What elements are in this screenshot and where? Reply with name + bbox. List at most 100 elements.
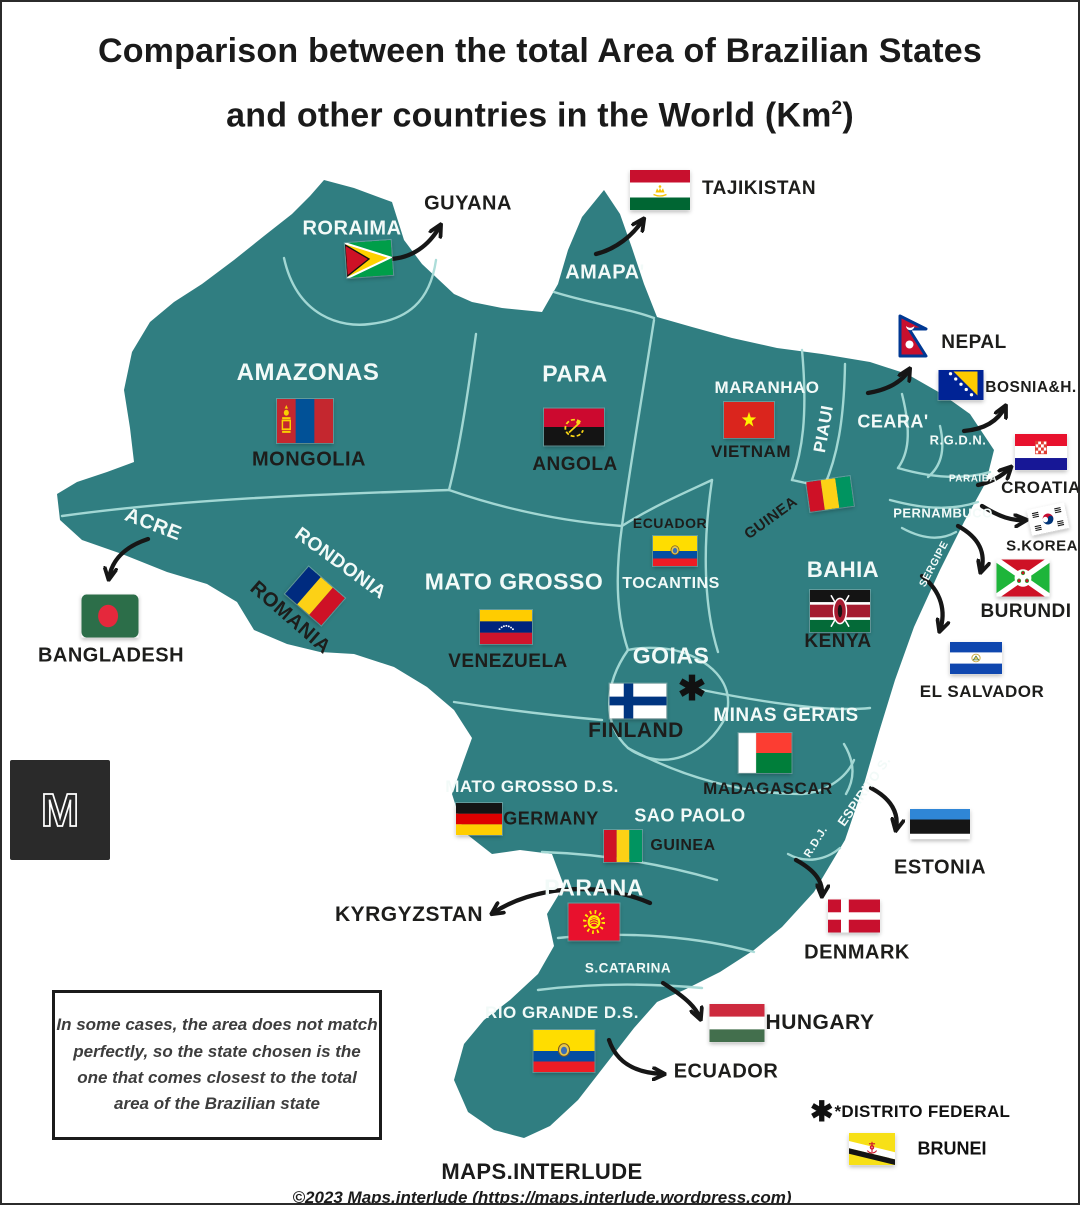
ecuador-flag (653, 536, 697, 566)
state-label-para: PARA (542, 360, 608, 387)
title-line-2: and other countries in the World (Km2) (226, 96, 854, 135)
arrow-paraiba-croatia (975, 468, 1010, 488)
country-label-bangladesh: BANGLADESH (37, 644, 185, 667)
brand-text: MAPS.INTERLUDE (441, 1159, 643, 1184)
country-label-elsalvador: EL SALVADOR (919, 682, 1045, 701)
state-label-saopaolo: SAO PAOLO (634, 805, 746, 826)
state-label-scatarina: S.CATARINA (584, 960, 672, 976)
arrow-parana-kyrgyzstan (493, 886, 653, 913)
country-label-mongolia: MONGOLIA (252, 448, 366, 471)
country-label-kenya: KENYA (804, 631, 872, 652)
country-label-ecuador_bottom: ECUADOR (673, 1060, 779, 1083)
state-label-matogrosso: MATO GROSSO (424, 568, 604, 595)
germany-flag (456, 803, 502, 835)
state-label-amapa: AMAPA' (565, 261, 645, 284)
note-line: one that comes closest to the total (77, 1068, 357, 1087)
nepal-flag (896, 314, 934, 360)
distrito-federal-asterisk-marker: ✱ (677, 670, 707, 708)
state-label-pernambuco: PERNAMBUCO (893, 505, 993, 521)
distrito-federal-legend: ✱ *DISTRITO FEDERAL (810, 1095, 1010, 1128)
arrow-scatarina-hungary (660, 980, 700, 1018)
country-label-croatia: CROATIA (1001, 478, 1080, 497)
vietnam-flag (724, 402, 774, 438)
note-box: In some cases, the area does not match pe… (52, 990, 382, 1140)
country-label-guyana: GUYANA (424, 192, 512, 215)
arrow-rdj-denmark (793, 857, 822, 895)
country-label-finland: FINLAND (588, 719, 684, 742)
kyrgyzstan-flag (568, 903, 620, 941)
angola-flag (544, 408, 604, 446)
ecuador-flag (533, 1030, 595, 1072)
state-label-bahia: BAHIA (806, 557, 880, 582)
country-label-tajikistan: TAJIKISTAN (701, 178, 817, 199)
brunei-flag (849, 1133, 895, 1165)
state-label-rgdn: R.G.D.N. (929, 432, 987, 448)
state-label-parana: PARANA (544, 874, 644, 901)
country-label-denmark: DENMARK (804, 941, 910, 964)
state-label-tocantins: TOCANTINS (622, 575, 720, 592)
arrow-amapa-tajikistan (593, 220, 643, 257)
country-label-angola: ANGOLA (532, 454, 618, 475)
state-label-minasgerais: MINAS GERAIS (713, 705, 859, 726)
country-label-germany: GERMANY (503, 808, 599, 829)
note-line: In some cases, the area does not match (56, 1015, 378, 1035)
state-label-riograndeds: RIO GRANDE D.S. (485, 1003, 639, 1022)
arrow-espirito-estonia (868, 785, 897, 829)
state-label-ceara: CEARA' (857, 411, 929, 432)
state-label-paraiba: PARAIBA (948, 473, 998, 485)
tajikistan-flag (630, 170, 690, 210)
country-label-guinea_bottom: GUINEA (650, 837, 716, 854)
logo-letter: M (41, 784, 79, 836)
country-label-estonia: ESTONIA (893, 856, 987, 879)
country-label-burundi: BURUNDI (980, 601, 1072, 622)
arrow-acre-bangladesh (109, 536, 151, 578)
croatia-flag (1015, 434, 1067, 470)
pointer-arrows (109, 220, 1025, 1074)
country-label-hungary: HUNGARY (765, 1011, 875, 1034)
country-label-bosnia: BOSNIA&H. (985, 379, 1077, 396)
guyana-flag (344, 239, 394, 279)
brunei-label: BRUNEI (917, 1138, 987, 1159)
venezuela-flag (480, 610, 532, 644)
estonia-flag (910, 809, 970, 839)
guinea-flag (806, 476, 854, 512)
bosnia-herzegovina-flag (938, 370, 984, 400)
country-label-vietnam: VIETNAM (711, 442, 791, 461)
burundi-flag (996, 559, 1050, 597)
page-title: Comparison between the total Area of Bra… (2, 22, 1078, 144)
state-label-roraima: RORAIMA (302, 217, 402, 240)
state-label-goias: GOIAS (632, 642, 710, 669)
title-line-1: Comparison between the total Area of Bra… (97, 32, 983, 70)
maps-interlude-logo: M (10, 760, 110, 860)
el-salvador-flag (950, 642, 1002, 674)
romania-flag (285, 566, 345, 626)
arrow-elsalvador (919, 573, 943, 630)
arrow-roraima-guyana (382, 226, 440, 262)
arrow-rgdn-bosnia (961, 407, 1005, 434)
distrito-federal-label: *DISTRITO FEDERAL (834, 1101, 1011, 1121)
country-label-madagascar: MADAGASCAR (703, 779, 833, 798)
note-line: area of the Brazilian state (114, 1094, 320, 1114)
state-label-matogrossods: MATO GROSSO D.S. (445, 777, 619, 796)
country-label-nepal: NEPAL (941, 332, 1007, 353)
finland-flag (609, 683, 667, 719)
hungary-flag (709, 1004, 765, 1042)
state-label-maranhao: MARANHAO (714, 378, 820, 397)
state-label-amazonas: AMAZONAS (236, 359, 380, 386)
arrow-ceara-nepal (865, 370, 909, 396)
country-label-venezuela: VENEZUELA (448, 651, 568, 672)
country-label-kyrgyzstan: KYRGYZSTAN (334, 903, 484, 926)
arrow-rgs-ecuador (606, 1037, 663, 1074)
mongolia-flag (277, 399, 333, 443)
arrow-pernambuco-skorea (979, 503, 1025, 520)
denmark-flag (828, 899, 880, 933)
south-korea-flag (1026, 502, 1070, 536)
country-label-skorea: S.KOREA (1006, 537, 1078, 555)
madagascar-flag (738, 733, 792, 773)
copyright-text: ©2023 Maps.interlude (https://maps.inter… (292, 1188, 792, 1205)
kenya-flag (810, 590, 870, 632)
country-label-ecuador_top: ECUADOR (632, 515, 708, 531)
asterisk-icon: ✱ (810, 1096, 834, 1127)
bangladesh-flag (81, 594, 139, 638)
